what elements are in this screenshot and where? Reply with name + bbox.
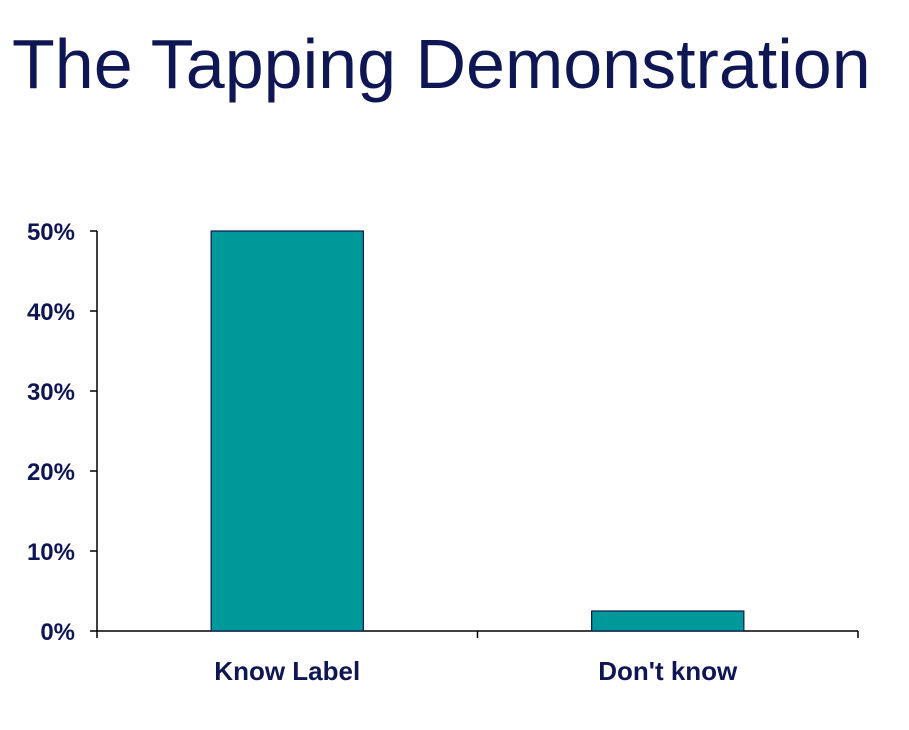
y-tick-label: 0%: [40, 619, 75, 646]
y-tick-label: 40%: [27, 299, 75, 326]
bar: [210, 230, 364, 632]
y-tick-label: 20%: [27, 459, 75, 486]
category-label: Don't know: [598, 656, 738, 686]
category-label: Know Label: [214, 656, 360, 686]
y-tick-label: 10%: [27, 539, 75, 566]
y-tick-label: 30%: [27, 379, 75, 406]
y-tick-label: 50%: [27, 219, 75, 246]
chart-title: The Tapping Demonstration: [12, 25, 871, 103]
bar: [591, 610, 745, 632]
